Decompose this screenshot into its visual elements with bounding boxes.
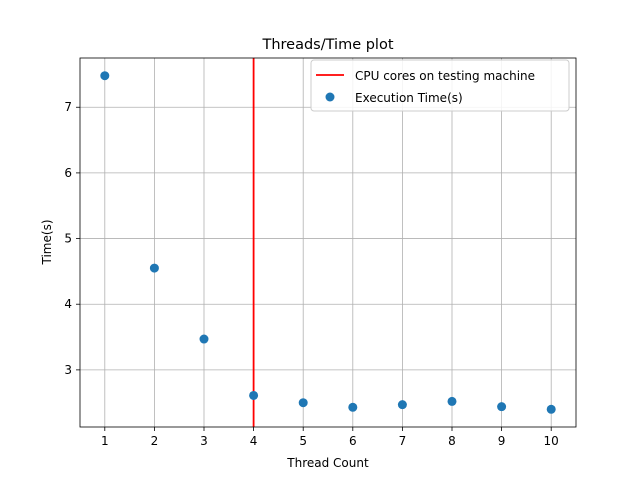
axes xyxy=(79,57,577,428)
legend-reference-line-label: CPU cores on testing machine xyxy=(355,69,535,83)
data-point xyxy=(298,398,308,408)
x-tick-label: 5 xyxy=(299,434,307,448)
plot-frame xyxy=(79,57,577,428)
x-tick-label: 8 xyxy=(448,434,456,448)
data-point xyxy=(497,402,507,412)
x-tick-label: 3 xyxy=(200,434,208,448)
legend-box xyxy=(310,59,570,112)
data-point xyxy=(348,402,358,412)
data-point xyxy=(199,334,209,344)
y-axis-label: Time(s) xyxy=(40,220,54,266)
y-tick-label: 4 xyxy=(64,297,72,311)
legend-scatter-label: Execution Time(s) xyxy=(355,91,463,105)
data-point xyxy=(100,71,110,81)
x-axis-label: Thread Count xyxy=(286,456,369,470)
x-tick-label: 2 xyxy=(151,434,159,448)
x-tick-label: 4 xyxy=(250,434,258,448)
data-point xyxy=(397,400,407,410)
x-tick-label: 7 xyxy=(399,434,407,448)
y-tick-label: 5 xyxy=(64,232,72,246)
data-points xyxy=(100,71,556,414)
chart-title: Threads/Time plot xyxy=(261,37,393,53)
data-point xyxy=(149,263,159,273)
x-tick-label: 10 xyxy=(544,434,559,448)
y-tick-label: 3 xyxy=(64,363,72,377)
legend-scatter-swatch xyxy=(325,92,335,102)
data-point xyxy=(546,404,556,414)
x-tick-label: 9 xyxy=(498,434,506,448)
data-point xyxy=(447,396,457,406)
x-tick-label: 1 xyxy=(101,434,109,448)
data-point xyxy=(249,390,259,400)
x-tick-label: 6 xyxy=(349,434,357,448)
y-axis-ticks: 3 4 5 6 7 xyxy=(64,100,80,377)
y-tick-label: 7 xyxy=(64,100,72,114)
x-axis-ticks: 1 2 3 4 5 6 7 8 9 10 xyxy=(101,427,559,448)
legend: CPU cores on testing machine Execution T… xyxy=(310,59,570,112)
y-tick-label: 6 xyxy=(64,166,72,180)
